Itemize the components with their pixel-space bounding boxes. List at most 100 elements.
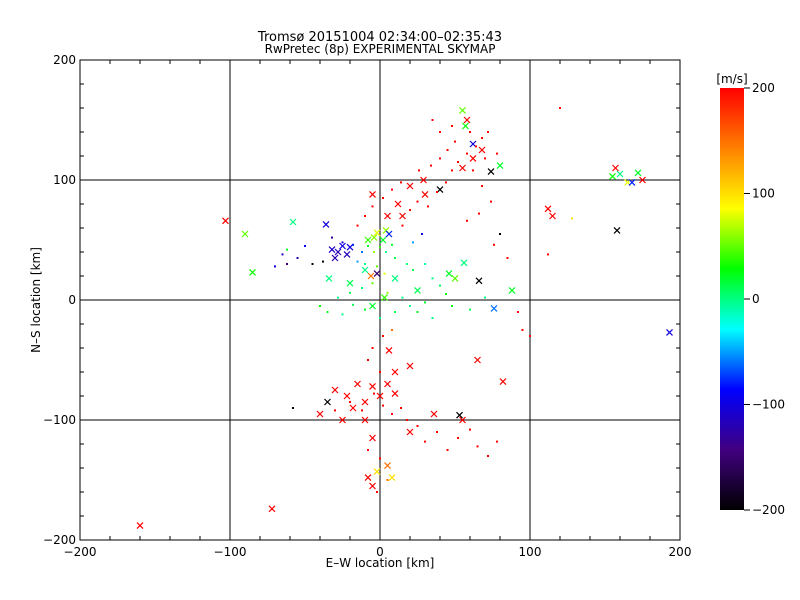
data-point-dot [376, 265, 378, 268]
x-tick-label: −200 [64, 545, 97, 559]
data-point-dot [281, 253, 284, 256]
y-axis-label: N–S location [km] [29, 247, 43, 353]
data-point-dot [454, 140, 456, 143]
data-point-x [384, 462, 391, 470]
data-point-x [666, 328, 673, 336]
data-point-dot [439, 131, 441, 133]
data-point-x [331, 254, 339, 262]
x-tick-label: 200 [669, 545, 692, 559]
data-point-x [325, 274, 333, 282]
data-point-x [639, 176, 646, 184]
data-point-dot [559, 107, 561, 109]
data-point-x [346, 279, 354, 287]
data-point-x [289, 218, 297, 226]
data-point-dot [352, 303, 354, 306]
data-point-dot [529, 335, 531, 337]
data-point-dot [373, 251, 375, 253]
colorbar-unit-label: [m/s] [716, 72, 747, 86]
data-point-x [499, 378, 507, 386]
data-point-dot [319, 305, 321, 307]
data-point-x [487, 168, 495, 176]
data-point-x [339, 416, 346, 424]
data-point-dot [412, 269, 414, 271]
data-point-dot [376, 491, 378, 493]
data-point-x [421, 190, 429, 198]
data-point-dot [382, 404, 384, 407]
data-point-dot [361, 287, 363, 289]
data-point-dot [394, 311, 396, 313]
y-tick-label: 0 [68, 293, 76, 307]
data-point-x [364, 236, 372, 244]
data-point-dot [391, 413, 393, 415]
data-point-dot [371, 205, 374, 208]
data-point-dot [431, 277, 434, 280]
data-point-dot [457, 161, 459, 163]
data-point-x [316, 410, 324, 418]
data-point-x [361, 266, 369, 274]
data-point-x [361, 398, 369, 406]
data-point-x [385, 346, 393, 354]
data-point-dot [418, 169, 420, 172]
data-point-dot [386, 291, 389, 294]
data-point-x [334, 248, 342, 256]
data-point-dot [371, 282, 374, 285]
data-point-dot [484, 296, 486, 299]
data-point-x [459, 106, 466, 114]
data-point-x [460, 259, 468, 267]
data-point-x [369, 434, 376, 442]
data-point-x [634, 169, 642, 177]
data-point-x [369, 190, 376, 198]
data-point-x [249, 268, 256, 276]
data-point-dot [296, 257, 299, 259]
data-point-dot [416, 200, 419, 203]
data-point-x [469, 154, 477, 162]
data-point-x [549, 212, 556, 220]
colorbar [720, 88, 744, 510]
x-tick-label: 0 [376, 545, 384, 559]
y-tick-label: −200 [43, 533, 76, 547]
data-point-dot [364, 215, 366, 217]
data-point-x [369, 302, 376, 310]
data-point-x [463, 116, 471, 124]
data-point-x [361, 416, 369, 424]
data-point-x [474, 356, 481, 364]
data-point-dot [274, 265, 276, 268]
data-point-x [406, 182, 414, 190]
data-point-dot [430, 164, 432, 167]
data-point-x [391, 274, 399, 282]
y-tick-label: 200 [53, 53, 76, 67]
data-point-x [478, 146, 486, 154]
data-point-dot [383, 272, 386, 275]
data-point-dot [487, 131, 489, 133]
data-point-dot [379, 371, 381, 373]
data-point-dot [391, 329, 393, 331]
data-point-x [420, 176, 427, 184]
data-point-x [331, 386, 339, 394]
data-point-x [384, 380, 391, 388]
data-point-dot [427, 205, 429, 208]
data-point-dot [409, 305, 411, 307]
data-point-dot [382, 197, 384, 199]
data-point-dot [406, 419, 408, 421]
data-point-x [406, 428, 414, 436]
data-point-dot [475, 145, 477, 148]
data-point-dot [361, 409, 363, 412]
data-point-dot [424, 301, 426, 304]
data-point-dot [496, 440, 498, 443]
data-point-dot [373, 392, 375, 395]
data-point-dot [424, 263, 426, 265]
data-point-dot [451, 169, 453, 172]
data-point-dot [379, 317, 381, 319]
colorbar-tick-label: −100 [752, 398, 785, 412]
y-tick-label: −100 [43, 413, 76, 427]
data-point-x [385, 230, 393, 238]
data-point-dot [412, 241, 414, 244]
colorbar-tick-label: −200 [752, 503, 785, 517]
chart-subtitle: RwPretec (8p) EXPERIMENTAL SKYMAP [265, 42, 496, 56]
data-point-dot [386, 479, 389, 481]
data-point-dot [487, 455, 489, 457]
data-point-x [414, 286, 421, 294]
data-point-x [222, 217, 229, 225]
data-point-dot [416, 311, 419, 313]
